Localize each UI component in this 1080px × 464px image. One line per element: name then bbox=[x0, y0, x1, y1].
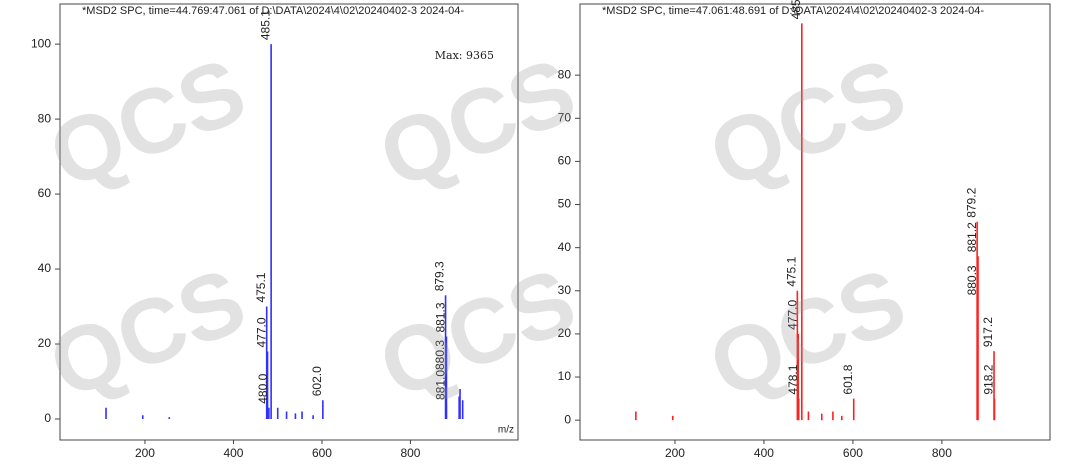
y-tick-label: 30 bbox=[558, 283, 572, 297]
peak-label: 475.1 bbox=[785, 256, 799, 286]
watermark: QCS bbox=[36, 39, 259, 208]
peak-label: 881.3 bbox=[434, 302, 448, 332]
x-tick-label: 400 bbox=[223, 446, 243, 460]
peak-label: 881.0 bbox=[433, 370, 447, 400]
y-tick-label: 40 bbox=[558, 240, 572, 254]
watermark: QCS bbox=[366, 39, 589, 208]
peak-label: 475.1 bbox=[254, 272, 268, 302]
peak-label: 480.0 bbox=[256, 373, 270, 403]
y-tick-label: 80 bbox=[38, 111, 52, 125]
x-tick-label: 200 bbox=[135, 446, 155, 460]
annotation: Max: 9365 bbox=[435, 49, 494, 62]
x-tick-label: 600 bbox=[843, 446, 863, 460]
plot-frame bbox=[59, 3, 519, 441]
x-tick-label: 600 bbox=[312, 446, 332, 460]
watermarks: QCS QCS QCS QCS QCS QCS bbox=[36, 39, 919, 418]
y-tick-label: 0 bbox=[44, 411, 51, 425]
peak-label: 485.1 bbox=[789, 0, 803, 19]
x-tick-label: 400 bbox=[754, 446, 774, 460]
peak-label: 879.3 bbox=[433, 261, 447, 291]
peak-label: 601.8 bbox=[841, 364, 855, 394]
y-tick-label: 60 bbox=[558, 154, 572, 168]
y-tick-label: 70 bbox=[558, 110, 572, 124]
peak-label: 478.1 bbox=[786, 364, 800, 394]
plot-frame bbox=[579, 3, 1051, 441]
watermark: QCS bbox=[696, 39, 919, 208]
x-tick-label: 800 bbox=[932, 446, 952, 460]
y-tick-label: 0 bbox=[564, 412, 571, 426]
y-tick-label: 100 bbox=[31, 36, 51, 50]
x-tick-label: 200 bbox=[665, 446, 685, 460]
x-axis-label: m/z bbox=[498, 425, 514, 436]
peak-label: 918.2 bbox=[982, 364, 996, 394]
watermark: QCS bbox=[366, 249, 589, 418]
chart-title: *MSD2 SPC, time=44.769:47.061 of D:\DATA… bbox=[82, 5, 464, 17]
peak-label: 917.2 bbox=[981, 317, 995, 347]
peak-label: 880.3 bbox=[965, 265, 979, 295]
y-tick-label: 60 bbox=[38, 186, 52, 200]
y-tick-label: 20 bbox=[558, 326, 572, 340]
charts: *MSD2 SPC, time=44.769:47.061 of D:\DATA… bbox=[31, 0, 1051, 460]
watermark: QCS bbox=[696, 249, 919, 418]
peak-label: 881.2 bbox=[965, 222, 979, 252]
peak-label: 880.3 bbox=[433, 340, 447, 370]
y-tick-label: 10 bbox=[558, 369, 572, 383]
peak-label: 485.1 bbox=[258, 10, 272, 40]
y-tick-label: 50 bbox=[558, 197, 572, 211]
title-clip: *MSD2 SPC, time=47.061:48.691 of D:\DATA… bbox=[602, 5, 984, 17]
title-clip: *MSD2 SPC, time=44.769:47.061 of D:\DATA… bbox=[82, 5, 464, 17]
chart-panel: *MSD2 SPC, time=44.769:47.061 of D:\DATA… bbox=[31, 3, 519, 460]
chart-panel: *MSD2 SPC, time=47.061:48.691 of D:\DATA… bbox=[558, 0, 1051, 460]
y-tick-label: 40 bbox=[38, 261, 52, 275]
peak-label: 477.0 bbox=[255, 317, 269, 347]
chart-title: *MSD2 SPC, time=47.061:48.691 of D:\DATA… bbox=[602, 5, 984, 17]
x-tick-label: 800 bbox=[400, 446, 420, 460]
y-tick-label: 80 bbox=[558, 67, 572, 81]
peak-label: 477.0 bbox=[785, 300, 799, 330]
peak-label: 602.0 bbox=[310, 366, 324, 396]
peak-label: 879.2 bbox=[964, 187, 978, 217]
watermark: QCS bbox=[36, 249, 259, 418]
y-tick-label: 20 bbox=[38, 336, 52, 350]
